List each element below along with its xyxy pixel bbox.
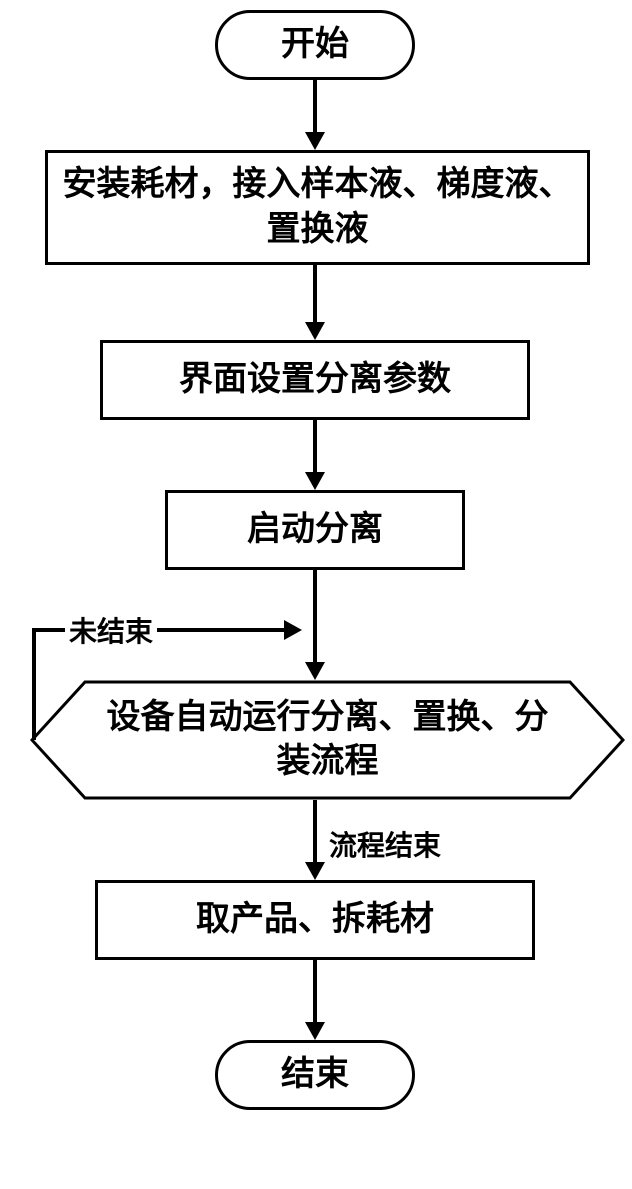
install-consumables-label: 安装耗材，接入样本液、梯度液、置换液 bbox=[60, 163, 575, 251]
install-consumables-node: 安装耗材，接入样本液、梯度液、置换液 bbox=[45, 150, 590, 265]
arrow-s2-s3 bbox=[300, 420, 330, 495]
start-separation-node: 启动分离 bbox=[165, 490, 465, 570]
loop-label: 未结束 bbox=[65, 608, 157, 652]
arrow-s1-s2 bbox=[300, 265, 330, 345]
start-label: 开始 bbox=[281, 23, 349, 67]
start-separation-label: 启动分离 bbox=[247, 508, 383, 552]
end-label: 结束 bbox=[281, 1053, 349, 1097]
start-node: 开始 bbox=[215, 10, 415, 80]
auto-run-decision-node: 设备自动运行分离、置换、分装流程 bbox=[30, 680, 625, 800]
take-product-label: 取产品、拆耗材 bbox=[196, 898, 434, 942]
auto-run-decision-label: 设备自动运行分离、置换、分装流程 bbox=[98, 696, 558, 784]
take-product-node: 取产品、拆耗材 bbox=[95, 880, 535, 960]
arrow-s4-end bbox=[300, 960, 330, 1045]
arrow-start-s1 bbox=[300, 80, 330, 155]
end-node: 结束 bbox=[215, 1040, 415, 1110]
process-end-label: 流程结束 bbox=[325, 822, 445, 866]
flowchart-container: 开始 安装耗材，接入样本液、梯度液、置换液 界面设置分离参数 启动分离 设备自动… bbox=[0, 0, 632, 1189]
set-params-node: 界面设置分离参数 bbox=[100, 340, 530, 420]
set-params-label: 界面设置分离参数 bbox=[179, 358, 451, 402]
